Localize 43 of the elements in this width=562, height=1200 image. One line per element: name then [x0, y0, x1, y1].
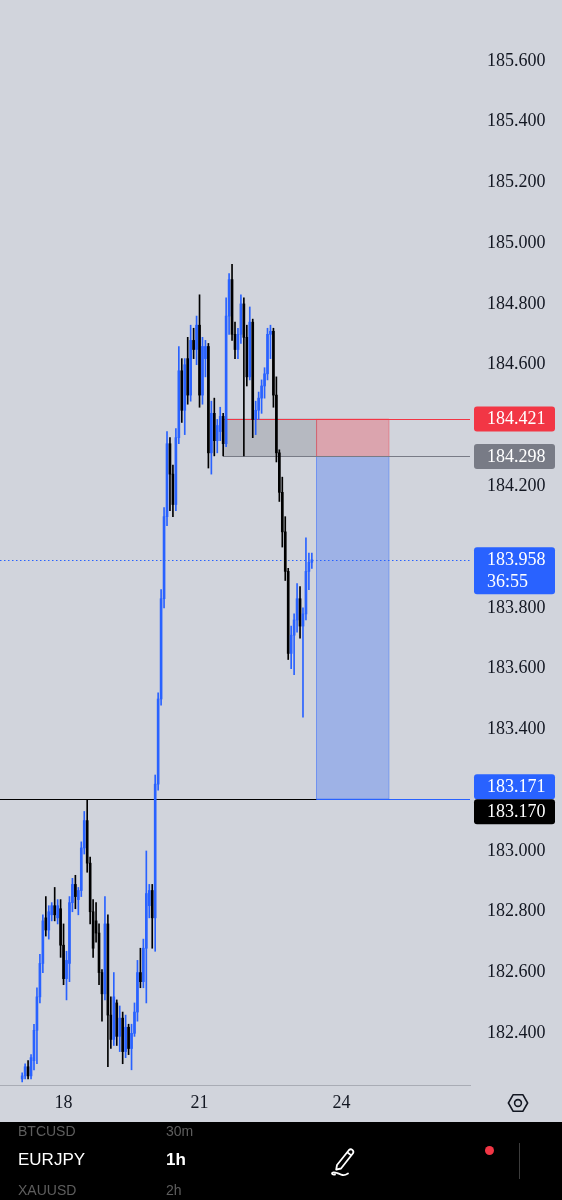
y-tick-label: 185.000 — [487, 231, 546, 252]
x-tick-label: 21 — [190, 1091, 209, 1112]
candlestick — [139, 947, 142, 989]
y-tick-label: 184.600 — [487, 353, 546, 374]
candlestick — [189, 324, 192, 402]
candlestick — [121, 1011, 124, 1065]
text: XAUUSD — [18, 1182, 77, 1198]
candlestick — [124, 1014, 127, 1058]
candlestick — [144, 850, 148, 1004]
y-tick-label: 184.200 — [487, 475, 546, 496]
y-tick-label: 184.800 — [487, 292, 546, 313]
y-tick-label: 183.400 — [487, 718, 546, 739]
candlestick — [210, 400, 213, 475]
x-tick-label: 18 — [54, 1091, 73, 1112]
y-tick-label: 182.600 — [487, 961, 546, 982]
y-tick-label: 182.800 — [487, 900, 546, 921]
candlestick — [207, 343, 210, 469]
y-tick-label: 183.000 — [487, 839, 546, 860]
text: BTCUSD — [18, 1123, 76, 1139]
candlestick — [192, 327, 195, 359]
text: 2h — [166, 1182, 182, 1198]
y-tick-label: 182.400 — [487, 1022, 546, 1043]
candlestick — [195, 315, 198, 366]
y-tick-label: 185.200 — [487, 171, 546, 192]
ref-line-label: 184.298 — [487, 445, 546, 466]
ref-line-label: 183.170 — [487, 800, 546, 821]
x-tick-label: 24 — [332, 1091, 351, 1112]
text: 1h — [166, 1149, 186, 1171]
candlestick — [56, 899, 59, 925]
ref-line-label: 183.958 36:55 — [487, 549, 546, 592]
ref-line-label: 183.171 — [487, 775, 546, 796]
text: EURJPY — [18, 1149, 86, 1171]
candlestick — [198, 294, 201, 408]
y-tick-label: 183.800 — [487, 596, 546, 617]
text: 30m — [166, 1123, 194, 1139]
candlestick — [201, 337, 204, 405]
candlestick — [127, 1023, 130, 1055]
y-tick-label: 183.600 — [487, 657, 546, 678]
ref-line-label: 184.421 — [487, 408, 546, 429]
y-tick-label: 185.600 — [487, 49, 546, 70]
candlestick — [53, 887, 57, 922]
candlestick — [74, 874, 77, 910]
y-tick-label: 185.400 — [487, 110, 546, 131]
